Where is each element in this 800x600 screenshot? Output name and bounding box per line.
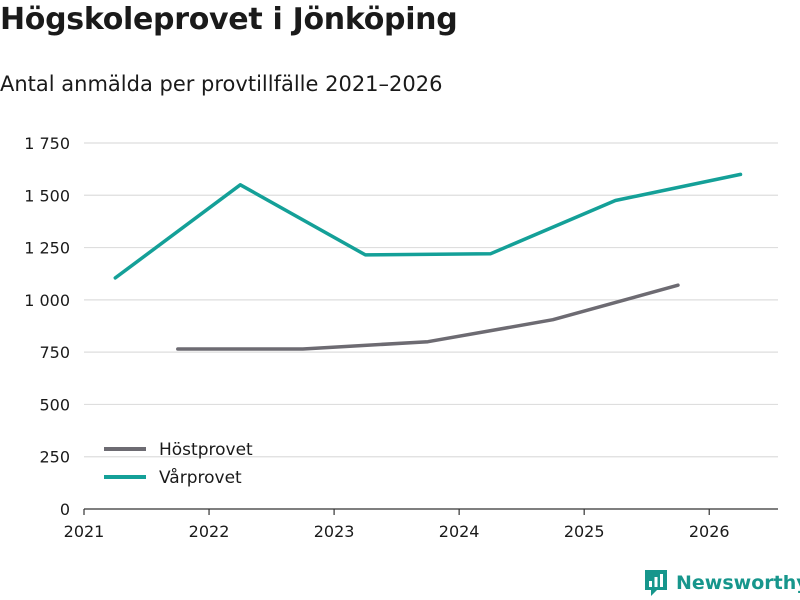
x-tick-label: 2021 [64,522,105,541]
y-tick-label: 500 [39,395,70,414]
y-tick-label: 1 500 [24,186,70,205]
x-axis: 2021 2022 2023 2024 2025 2026 [64,508,778,541]
y-tick-label: 1 750 [24,134,70,153]
series-lines [113,172,743,351]
y-tick-label: 250 [39,448,70,467]
x-tick-label: 2025 [564,522,605,541]
legend: Höstprovet Vårprovet [104,440,253,488]
x-tick-label: 2023 [314,522,355,541]
x-tick-label: 2024 [439,522,480,541]
y-tick-label: 750 [39,343,70,362]
x-tick-label: 2026 [689,522,730,541]
y-tick-label: 1 000 [24,291,70,310]
y-tick-label: 0 [60,500,70,519]
x-tick-label: 2022 [189,522,230,541]
series-line-höstprovet [176,283,680,351]
brand-name: Newsworthy [676,572,800,594]
chart-title: Högskoleprovet i Jönköping [0,2,458,37]
legend-label: Vårprovet [159,467,242,488]
legend-label: Höstprovet [159,440,253,460]
newsworthy-logo-icon [645,570,667,596]
y-tick-label: 1 250 [24,239,70,258]
y-axis-ticks: 0 250 500 750 1 000 1 250 1 500 1 750 [24,134,70,519]
chart-subtitle: Antal anmälda per provtillfälle 2021–202… [0,72,443,96]
series-line-vårprovet [113,172,743,280]
gridlines [84,142,778,458]
brand-logo: Newsworthy [644,569,800,597]
